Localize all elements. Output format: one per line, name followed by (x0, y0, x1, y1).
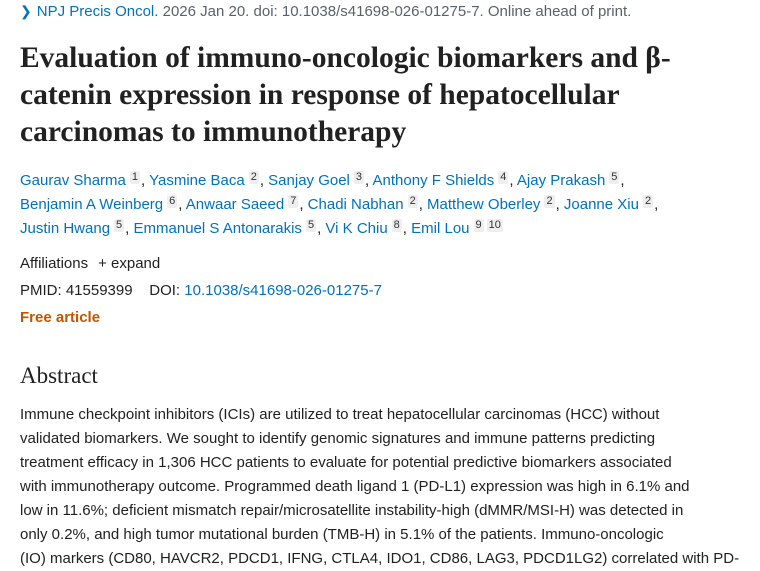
abstract-line: (IO) markers (CD80, HAVCR2, PDCD1, IFNG,… (20, 550, 740, 567)
author-list: Gaurav Sharma 1, Yasmine Baca 2, Sanjay Go… (20, 169, 658, 241)
author-link[interactable]: Emmanuel S Antonarakis (133, 220, 302, 237)
plus-icon: + (98, 255, 107, 272)
author-line: Gaurav Sharma 1, Yasmine Baca 2, Sanjay Go… (20, 171, 625, 189)
affiliation-ref[interactable]: 2 (544, 195, 555, 208)
author-line: Justin Hwang 5, Emmanuel S Antonarakis 5, … (20, 219, 503, 237)
pmid-value: 41559399 (65, 282, 133, 299)
identifiers: PMID: 41559399 DOI: 10.1038/s41698-026-0… (20, 282, 382, 299)
title-line: Evaluation of immuno-oncologic biomarker… (20, 42, 671, 74)
affiliation-ref[interactable]: 3 (353, 171, 365, 184)
abstract-heading: Abstract (20, 363, 98, 388)
author-link[interactable]: Sanjay Goel (268, 172, 350, 189)
author-link[interactable]: Yasmine Baca (149, 172, 245, 189)
chevron-right-icon: ❯ (20, 3, 32, 19)
author-link[interactable]: Joanne Xiu (563, 196, 639, 213)
author-link[interactable]: Matthew Oberley (427, 196, 541, 213)
doi-label: DOI: (149, 282, 181, 299)
author-link[interactable]: Anwaar Saeed (185, 196, 285, 213)
author-link[interactable]: Gaurav Sharma (20, 172, 126, 189)
abstract-line: treatment efficacy in 1,306 HCC patients… (20, 454, 672, 471)
affiliation-ref[interactable]: 2 (407, 195, 418, 208)
affiliation-ref[interactable]: 1 (129, 171, 141, 184)
affiliation-ref[interactable]: 2 (642, 195, 654, 208)
pmid-label: PMID: (20, 282, 62, 299)
author-link[interactable]: Benjamin A Weinberg (20, 196, 164, 213)
affiliation-ref[interactable]: 5 (114, 219, 125, 232)
author-link[interactable]: Chadi Nabhan (307, 196, 404, 213)
abstract-line: low in 11.6%; deficient mismatch repair/… (20, 502, 684, 519)
expand-affiliations-button[interactable]: + expand (98, 255, 160, 272)
affiliation-ref[interactable]: 10 (486, 219, 503, 232)
author-link[interactable]: Ajay Prakash (516, 172, 606, 189)
abstract-text: Immune checkpoint inhibitors (ICIs) are … (20, 403, 739, 571)
author-link[interactable]: Vi K Chiu (325, 220, 388, 237)
author-link[interactable]: Anthony F Shields (372, 172, 495, 189)
affiliation-ref[interactable]: 8 (391, 219, 402, 232)
affiliation-ref[interactable]: 2 (248, 171, 259, 184)
abstract-line: Immune checkpoint inhibitors (ICIs) are … (20, 406, 660, 423)
abstract-line: with immunotherapy outcome. Programmed d… (20, 478, 690, 495)
author-link[interactable]: Justin Hwang (20, 220, 111, 237)
article-title: Evaluation of immuno-oncologic biomarker… (20, 40, 671, 151)
title-line: catenin expression in response of hepato… (20, 79, 620, 111)
free-article-badge: Free article (20, 309, 101, 326)
affiliation-ref[interactable]: 4 (498, 171, 509, 184)
affiliation-ref[interactable]: 5 (609, 171, 620, 184)
author-link[interactable]: Emil Lou (411, 220, 470, 237)
affiliation-ref[interactable]: 9 (473, 219, 484, 232)
affiliations: Affiliations + expand (20, 255, 160, 272)
abstract-line: only 0.2%, and high tumor mutational bur… (20, 526, 664, 543)
citation-details: 2026 Jan 20. doi: 10.1038/s41698-026-012… (158, 3, 632, 20)
doi-link[interactable]: 10.1038/s41698-026-01275-7 (184, 282, 382, 299)
affiliations-label: Affiliations (20, 255, 89, 272)
abstract-line: validated biomarkers. We sought to ident… (20, 430, 656, 447)
author-line: Benjamin A Weinberg 6, Anwaar Saeed 7, Cha… (20, 195, 659, 213)
title-line: carcinomas to immunotherapy (20, 116, 407, 148)
affiliation-ref[interactable]: 7 (288, 195, 299, 208)
affiliation-ref[interactable]: 6 (167, 195, 178, 208)
expand-label: expand (111, 255, 161, 272)
affiliation-ref[interactable]: 5 (305, 219, 317, 232)
journal-link[interactable]: NPJ Precis Oncol. (36, 3, 159, 20)
citation: ❯ NPJ Precis Oncol. 2026 Jan 20. doi: 10.… (20, 3, 631, 20)
